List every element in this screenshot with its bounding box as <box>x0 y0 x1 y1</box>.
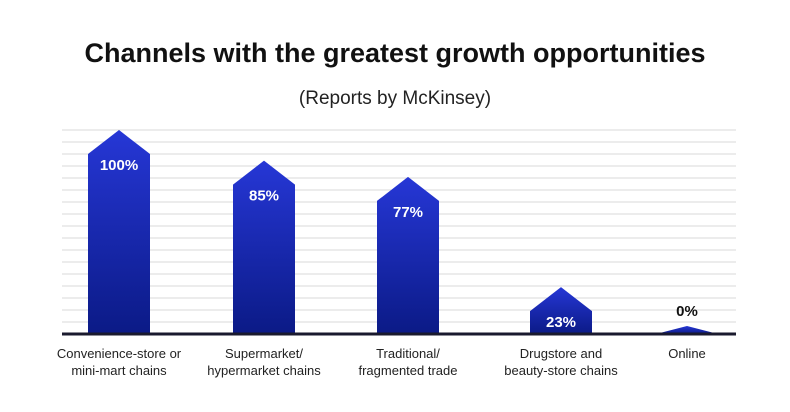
bar <box>233 160 295 334</box>
data-labels: 100% 85% 77% 23% 0% <box>100 157 698 331</box>
category-label: Supermarket/ hypermarket chains <box>207 346 321 378</box>
data-label: 85% <box>249 188 279 205</box>
bar <box>656 326 718 334</box>
category-label: Drugstore and beauty-store chains <box>504 346 618 378</box>
category-label: Online <box>668 346 706 361</box>
bar <box>530 287 592 334</box>
category-label: Traditional/ fragmented trade <box>358 346 458 378</box>
data-label: 23% <box>546 314 576 331</box>
data-label: 0% <box>676 303 698 320</box>
data-label: 100% <box>100 157 138 174</box>
chart-title: Channels with the greatest growth opport… <box>84 38 706 68</box>
category-label: Convenience-store or mini-mart chains <box>56 346 182 378</box>
bars <box>88 130 718 334</box>
chart-subtitle: (Reports by McKinsey) <box>298 88 492 109</box>
data-label: 77% <box>393 204 423 221</box>
bar <box>377 176 439 334</box>
bar <box>88 130 150 334</box>
